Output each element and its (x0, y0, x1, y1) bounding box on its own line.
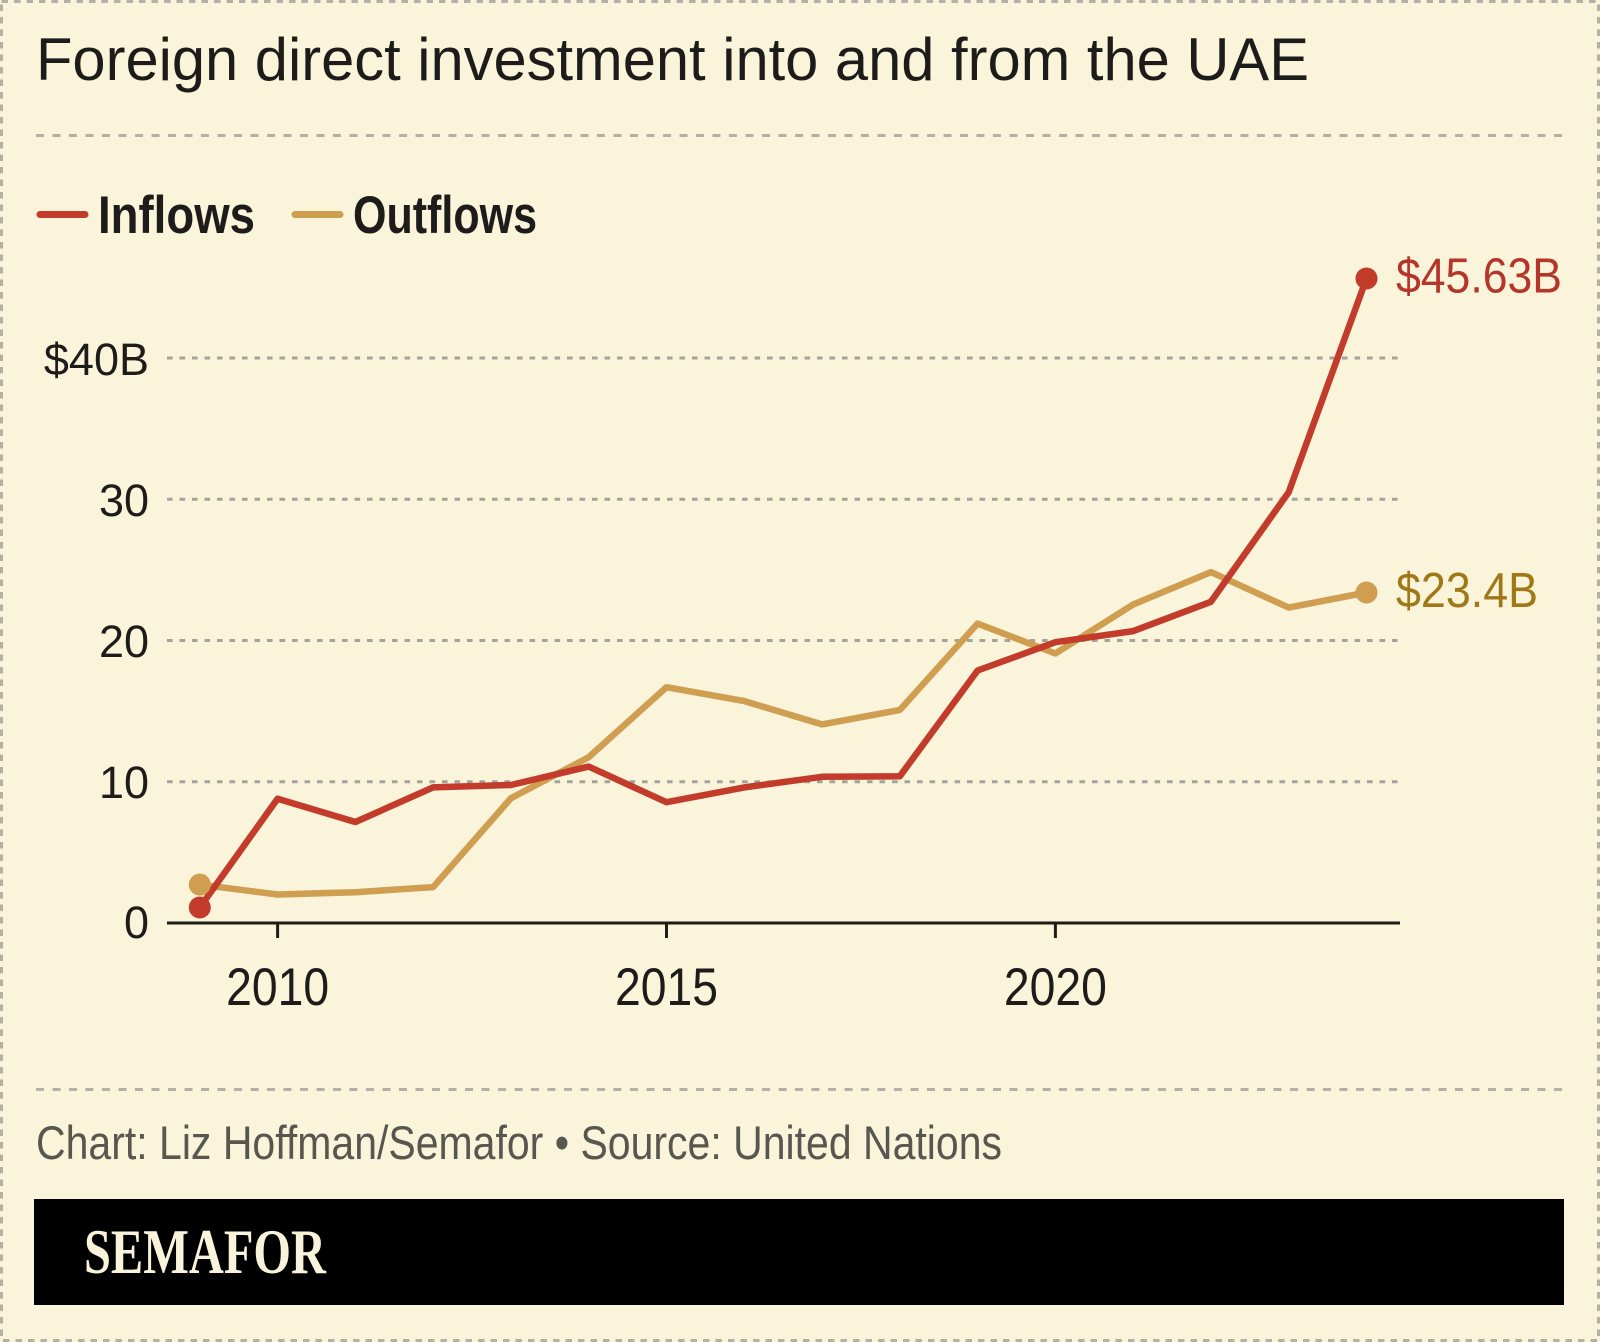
svg-text:$40B: $40B (44, 334, 149, 385)
svg-text:Chart: Liz Hoffman/Semafor • S: Chart: Liz Hoffman/Semafor • Source: Uni… (36, 1116, 1002, 1169)
svg-text:10: 10 (99, 757, 149, 808)
svg-text:20: 20 (99, 616, 149, 667)
svg-text:30: 30 (99, 475, 149, 526)
svg-text:Outflows: Outflows (353, 186, 537, 245)
svg-text:SEMAFOR: SEMAFOR (84, 1216, 327, 1287)
svg-text:Inflows: Inflows (98, 186, 255, 245)
svg-text:$45.63B: $45.63B (1396, 250, 1562, 304)
svg-text:$23.4B: $23.4B (1396, 564, 1538, 618)
svg-text:2010: 2010 (226, 958, 329, 1017)
svg-text:2020: 2020 (1004, 958, 1107, 1017)
svg-text:0: 0 (124, 897, 149, 948)
svg-text:2015: 2015 (615, 958, 718, 1017)
svg-text:Foreign direct investment into: Foreign direct investment into and from … (36, 26, 1309, 93)
